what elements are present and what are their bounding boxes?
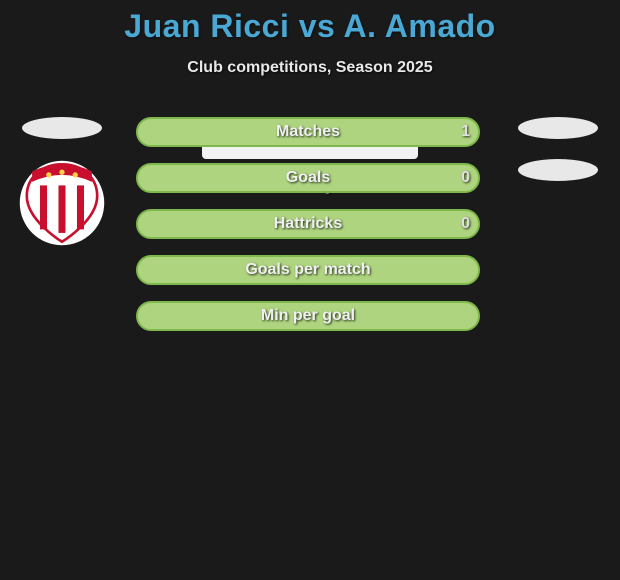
stats-bars: Matches1Goals0Hattricks0Goals per matchM… (136, 117, 480, 347)
stat-bar: Goals per match (136, 255, 480, 285)
stat-label: Min per goal (136, 307, 480, 325)
stat-bar: Hattricks0 (136, 209, 480, 239)
stat-label: Goals (136, 169, 480, 187)
right-player-column (518, 117, 598, 201)
right-player-avatar-placeholder-2 (518, 159, 598, 181)
stat-value-right: 0 (461, 169, 470, 187)
stat-label: Hattricks (136, 215, 480, 233)
left-player-club-logo (18, 159, 106, 247)
comparison-subtitle: Club competitions, Season 2025 (0, 59, 620, 77)
stat-bar: Goals0 (136, 163, 480, 193)
stat-value-right: 0 (461, 215, 470, 233)
stat-bar: Min per goal (136, 301, 480, 331)
stat-label: Matches (136, 123, 480, 141)
stat-label: Goals per match (136, 261, 480, 279)
right-player-avatar-placeholder-1 (518, 117, 598, 139)
comparison-title: Juan Ricci vs A. Amado (0, 0, 620, 45)
stat-bar: Matches1 (136, 117, 480, 147)
stat-value-right: 1 (461, 123, 470, 141)
left-player-avatar-placeholder (22, 117, 102, 139)
left-player-column (22, 117, 102, 247)
